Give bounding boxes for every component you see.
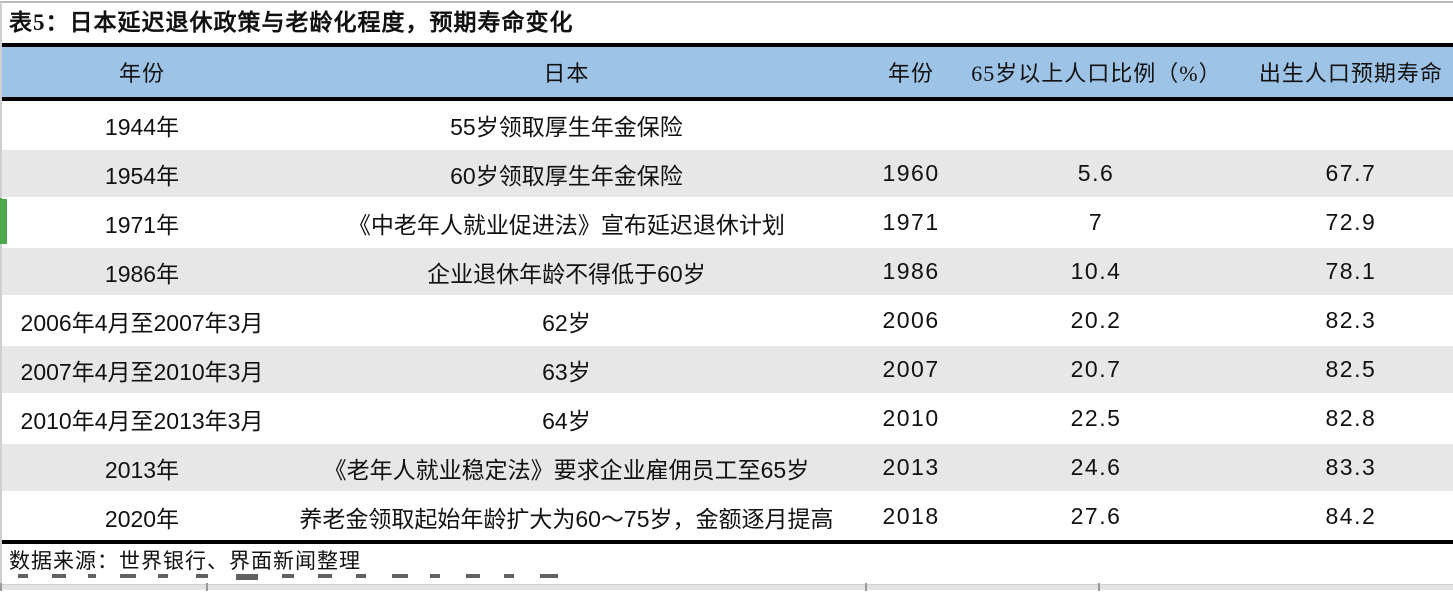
cell-stat-year: 1971 xyxy=(882,209,940,235)
cell-pct-65plus: 7 xyxy=(1088,209,1104,235)
cell-stat-year: 2013 xyxy=(850,443,972,492)
cell-stat-year: 2006 xyxy=(882,307,940,333)
cell-life-expectancy: 67.7 xyxy=(1220,149,1453,198)
header-life-expectancy: 出生人口预期寿命 xyxy=(1220,45,1453,101)
cell-policy-year: 1944年 xyxy=(104,113,180,140)
header-policy-year: 年份 xyxy=(2,45,283,101)
cell-life-expectancy: 84.2 xyxy=(1325,503,1377,529)
cell-life-expectancy: 83.3 xyxy=(1220,443,1453,492)
cell-stat-year: 2007 xyxy=(850,345,972,394)
cell-stat-year: 1986 xyxy=(850,247,972,296)
cell-policy-desc: 64岁 xyxy=(542,407,591,434)
cropped-next-row-artifact xyxy=(0,574,1453,580)
cell-stat-year: 2010 xyxy=(882,405,940,431)
cell-policy-desc: 企业退休年龄不得低于60岁 xyxy=(282,247,851,296)
table-row: 1944年 55岁领取厚生年金保险 xyxy=(2,99,1453,149)
cell-policy-desc: 养老金领取起始年龄扩大为60～75岁，金额逐月提高 xyxy=(299,505,834,532)
table-row: 1971年 《中老年人就业促进法》宣布延迟退休计划 1971 7 72.9 xyxy=(2,198,1453,247)
cell-policy-desc: 60岁领取厚生年金保险 xyxy=(282,149,851,198)
cell-policy-year: 2007年4月至2010年3月 xyxy=(2,345,283,394)
cell-policy-desc: 62岁 xyxy=(542,309,591,336)
cell-pct-65plus: 22.5 xyxy=(1070,405,1122,431)
cell-life-expectancy: 82.8 xyxy=(1325,405,1377,431)
retirement-policy-table: 年份 日本 年份 65岁以上人口比例（%） 出生人口预期寿命 1944年 55岁… xyxy=(2,43,1453,544)
header-row: 年份 日本 年份 65岁以上人口比例（%） 出生人口预期寿命 xyxy=(2,45,1453,101)
cell-pct-65plus: 20.7 xyxy=(971,345,1221,394)
green-accent-marker xyxy=(0,198,7,244)
cell-life-expectancy: 72.9 xyxy=(1325,209,1377,235)
cell-policy-year: 1971年 xyxy=(104,211,180,238)
header-pct-65plus: 65岁以上人口比例（%） xyxy=(971,45,1221,101)
table-row: 1954年 60岁领取厚生年金保险 1960 5.6 67.7 xyxy=(2,149,1453,198)
header-stat-year: 年份 xyxy=(850,45,972,101)
cell-pct-65plus: 10.4 xyxy=(971,247,1221,296)
cell-pct-65plus: 27.6 xyxy=(1070,503,1122,529)
cell-policy-desc: 《老年人就业稳定法》要求企业雇佣员工至65岁 xyxy=(282,443,851,492)
table-row: 2010年4月至2013年3月 64岁 2010 22.5 82.8 xyxy=(2,394,1453,443)
table-row: 2007年4月至2010年3月 63岁 2007 20.7 82.5 xyxy=(2,345,1453,394)
cell-policy-year: 2006年4月至2007年3月 xyxy=(20,309,264,336)
data-source-note: 数据来源：世界银行、界面新闻整理 xyxy=(9,549,361,573)
cell-policy-desc: 《中老年人就业促进法》宣布延迟退休计划 xyxy=(347,211,785,238)
next-table-top-edge xyxy=(0,583,1453,591)
table-row: 2020年 养老金领取起始年龄扩大为60～75岁，金额逐月提高 2018 27.… xyxy=(2,492,1453,542)
cell-life-expectancy: 82.3 xyxy=(1325,307,1377,333)
cell-policy-year: 2020年 xyxy=(104,505,180,532)
cell-stat-year: 1960 xyxy=(850,149,972,198)
cell-policy-year: 1986年 xyxy=(2,247,283,296)
table-title: 表5：日本延迟退休政策与老龄化程度，预期寿命变化 xyxy=(9,10,574,35)
cell-policy-year: 2013年 xyxy=(2,443,283,492)
cell-life-expectancy xyxy=(1221,99,1453,149)
cell-pct-65plus: 24.6 xyxy=(971,443,1221,492)
cell-pct-65plus: 5.6 xyxy=(971,149,1221,198)
cell-stat-year xyxy=(851,99,971,149)
cell-policy-year: 2010年4月至2013年3月 xyxy=(20,407,264,434)
cell-pct-65plus xyxy=(971,99,1221,149)
table-row: 1986年 企业退休年龄不得低于60岁 1986 10.4 78.1 xyxy=(2,247,1453,296)
cell-pct-65plus: 20.2 xyxy=(1070,307,1122,333)
cell-policy-desc: 55岁领取厚生年金保险 xyxy=(450,113,683,140)
left-hairline xyxy=(0,2,2,585)
top-hairline xyxy=(0,1,1453,3)
header-japan: 日本 xyxy=(282,45,851,101)
table-figure: 表5：日本延迟退休政策与老龄化程度，预期寿命变化 年份 日本 年份 65岁以上人… xyxy=(2,3,1453,578)
table-row: 2006年4月至2007年3月 62岁 2006 20.2 82.3 xyxy=(2,296,1453,345)
cell-life-expectancy: 78.1 xyxy=(1220,247,1453,296)
cell-policy-year: 1954年 xyxy=(2,149,283,198)
cell-stat-year: 2018 xyxy=(882,503,940,529)
table-row: 2013年 《老年人就业稳定法》要求企业雇佣员工至65岁 2013 24.6 8… xyxy=(2,443,1453,492)
cell-life-expectancy: 82.5 xyxy=(1220,345,1453,394)
cell-policy-desc: 63岁 xyxy=(282,345,851,394)
